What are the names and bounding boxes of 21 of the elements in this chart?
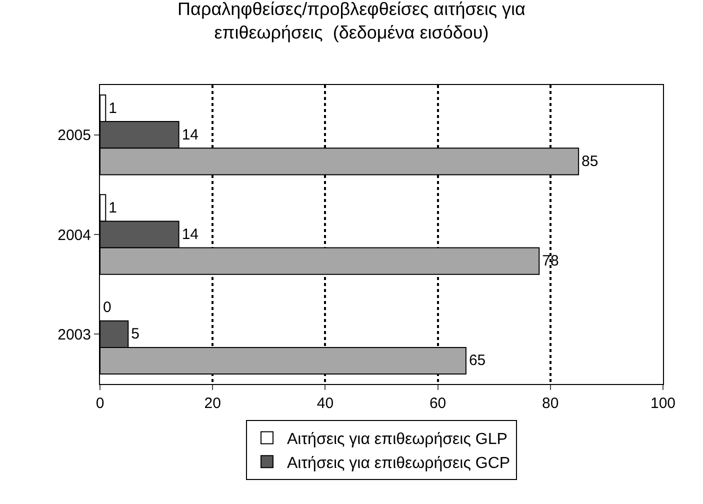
chart-title: Παραληφθείσες/προβλεφθείσες αιτήσεις για επιθεωρήσεις (δεδομένα εισόδου): [178, 0, 526, 43]
data-label: 14: [182, 126, 199, 144]
y-tick-label: 2005: [58, 127, 91, 144]
data-label: 78: [542, 252, 559, 270]
data-label: 14: [182, 226, 199, 243]
data-label: 1: [108, 199, 117, 216]
x-tick-label: 0: [96, 395, 104, 412]
data-label: 5: [131, 326, 140, 343]
y-tick-label: 2003: [58, 326, 91, 344]
data-label: 0: [103, 299, 112, 316]
y-tick-label: 2004: [58, 226, 91, 244]
x-tick-label: 40: [316, 395, 334, 412]
data-label: 65: [468, 352, 486, 370]
x-tick-label: 80: [542, 395, 559, 412]
x-tick-label: 60: [429, 395, 446, 412]
x-tick-label: 20: [204, 395, 221, 412]
x-tick-label: 100: [650, 395, 676, 412]
legend-label: Αιτήσεις για επιθεωρήσεις GLP: [287, 431, 508, 448]
legend-label: Αιτήσεις για επιθεωρήσεις GCP: [287, 454, 510, 472]
data-label: 85: [582, 152, 598, 170]
data-label: 1: [108, 100, 117, 117]
